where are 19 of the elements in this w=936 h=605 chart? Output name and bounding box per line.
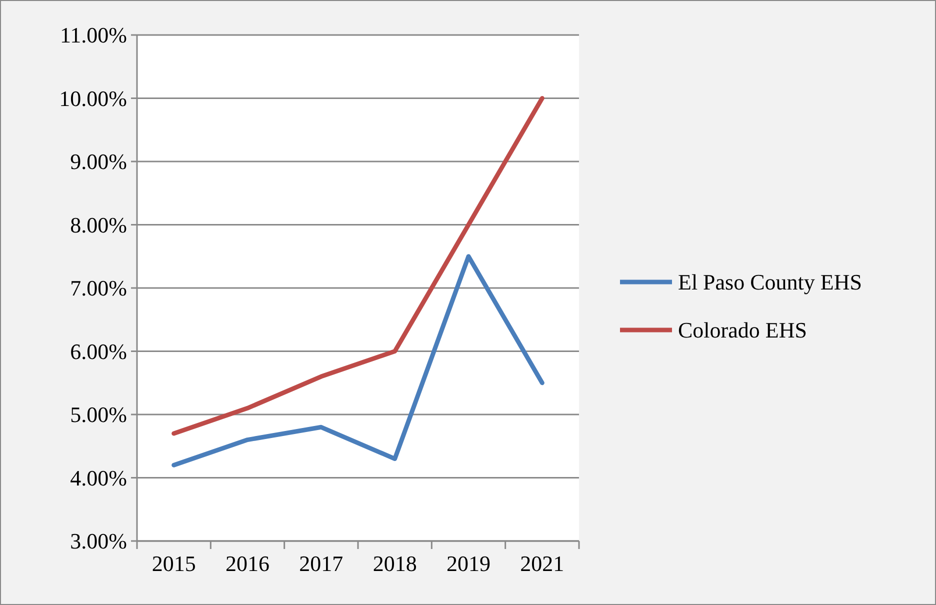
y-tick-label: 8.00% xyxy=(70,212,127,238)
y-tick-label: 7.00% xyxy=(70,276,127,301)
x-tick-label: 2015 xyxy=(152,551,196,576)
x-tick-label: 2017 xyxy=(299,551,344,576)
line-series xyxy=(172,254,544,468)
x-tick-label: 2019 xyxy=(446,551,490,576)
y-tick-label: 11.00% xyxy=(60,22,127,48)
legend-label: El Paso County EHS xyxy=(678,270,862,295)
y-tick-label: 9.00% xyxy=(70,149,127,174)
x-tick-label: 2018 xyxy=(372,551,417,576)
y-tick-label: 6.00% xyxy=(70,338,127,364)
x-tick-label: 2021 xyxy=(520,551,564,576)
y-tick-label: 3.00% xyxy=(70,528,127,554)
y-tick-label: 5.00% xyxy=(70,402,127,428)
y-tick-label: 4.00% xyxy=(70,465,127,490)
line-series xyxy=(172,96,544,436)
legend-label: Colorado EHS xyxy=(678,318,807,343)
x-tick-label: 2016 xyxy=(226,551,270,576)
y-tick-label: 10.00% xyxy=(59,86,127,111)
